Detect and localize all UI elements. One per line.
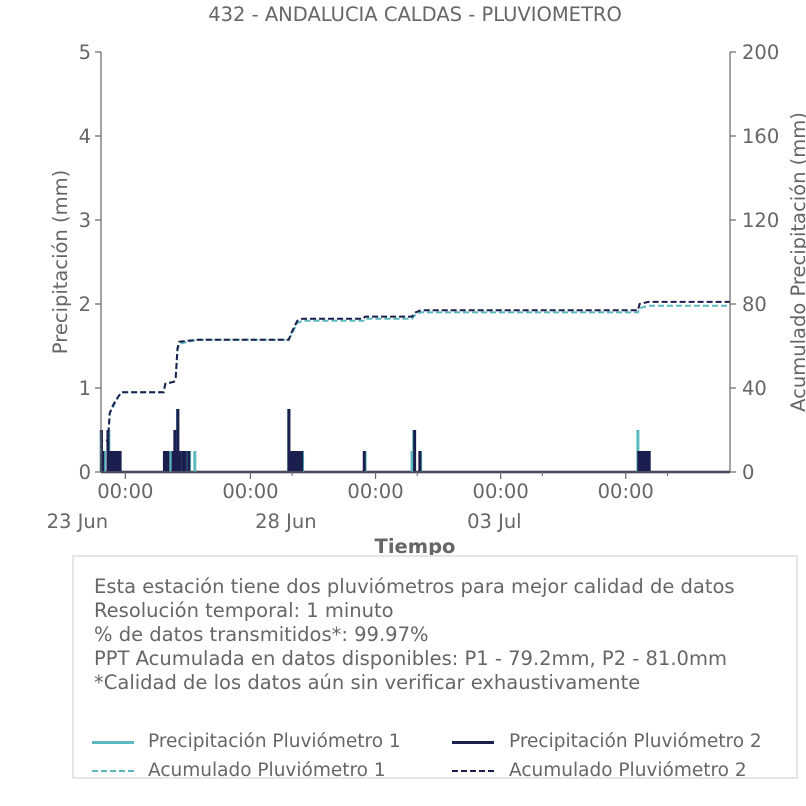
y-tick-label: 4 <box>79 125 91 148</box>
y-tick-label: 0 <box>79 461 91 484</box>
legend-label-a2: Acumulado Pluviómetro 2 <box>509 760 747 781</box>
info-line: Resolución temporal: 1 minuto <box>94 599 394 622</box>
legend-swatch-a2 <box>452 770 494 772</box>
x-tick-label: 00:00 <box>473 480 529 503</box>
y2-tick-label: 120 <box>742 209 779 232</box>
legend-label-p1: Precipitación Pluviómetro 1 <box>148 731 401 752</box>
bars-layer <box>99 409 730 474</box>
y2-tick-label: 40 <box>742 377 767 400</box>
info-line: *Calidad de los datos aún sin verificar … <box>94 671 641 694</box>
legend-swatch-p1 <box>92 741 134 744</box>
y-axis-label: Precipitación (mm) <box>49 170 72 354</box>
y2-tick-label: 0 <box>742 461 754 484</box>
info-line: Esta estación tiene dos pluviómetros par… <box>94 575 735 598</box>
info-line: % de datos transmitidos*: 99.97% <box>94 623 429 646</box>
y-tick-label: 1 <box>79 377 91 400</box>
y2-tick-label: 200 <box>742 41 779 64</box>
legend-label-a1: Acumulado Pluviómetro 1 <box>148 760 386 781</box>
x-tick-label: 00:00 <box>347 480 403 503</box>
legend-swatch-a1 <box>92 770 134 772</box>
y2-axis-label: Acumulado Precipitación (mm) <box>787 112 806 412</box>
y-tick-label: 2 <box>79 293 91 316</box>
chart-title: 432 - ANDALUCIA CALDAS - PLUVIOMETRO <box>208 3 622 26</box>
y2-tick-label: 80 <box>742 293 767 316</box>
x-date-label: 03 Jul <box>467 510 522 533</box>
x-tick-label: 00:00 <box>598 480 654 503</box>
legend-swatch-p2 <box>452 741 494 744</box>
lines-layer <box>100 300 730 473</box>
x-tick-label: 00:00 <box>222 480 278 503</box>
x-axis-label: Tiempo <box>375 535 456 555</box>
info-box: Esta estación tiene dos pluviómetros par… <box>72 555 798 781</box>
x-date-label: 28 Jun <box>255 510 316 533</box>
info-line: PPT Acumulada en datos disponibles: P1 -… <box>94 647 727 670</box>
y-tick-label: 5 <box>79 41 91 64</box>
x-date-label: 23 Jun <box>47 510 108 533</box>
axes-layer: 0 1 2 3 4 5 0 40 80 120 160 200 00:00 00:00 00:00 00:00… <box>47 41 780 533</box>
x-tick-label: 00:00 <box>97 480 153 503</box>
precipitation-chart: 432 - ANDALUCIA CALDAS - PLUVIOMETRO 012… <box>47 3 806 558</box>
legend-label-p2: Precipitación Pluviómetro 2 <box>509 731 762 752</box>
y2-tick-label: 160 <box>742 125 779 148</box>
cumulative-line <box>100 300 730 473</box>
y-tick-label: 3 <box>79 209 91 232</box>
